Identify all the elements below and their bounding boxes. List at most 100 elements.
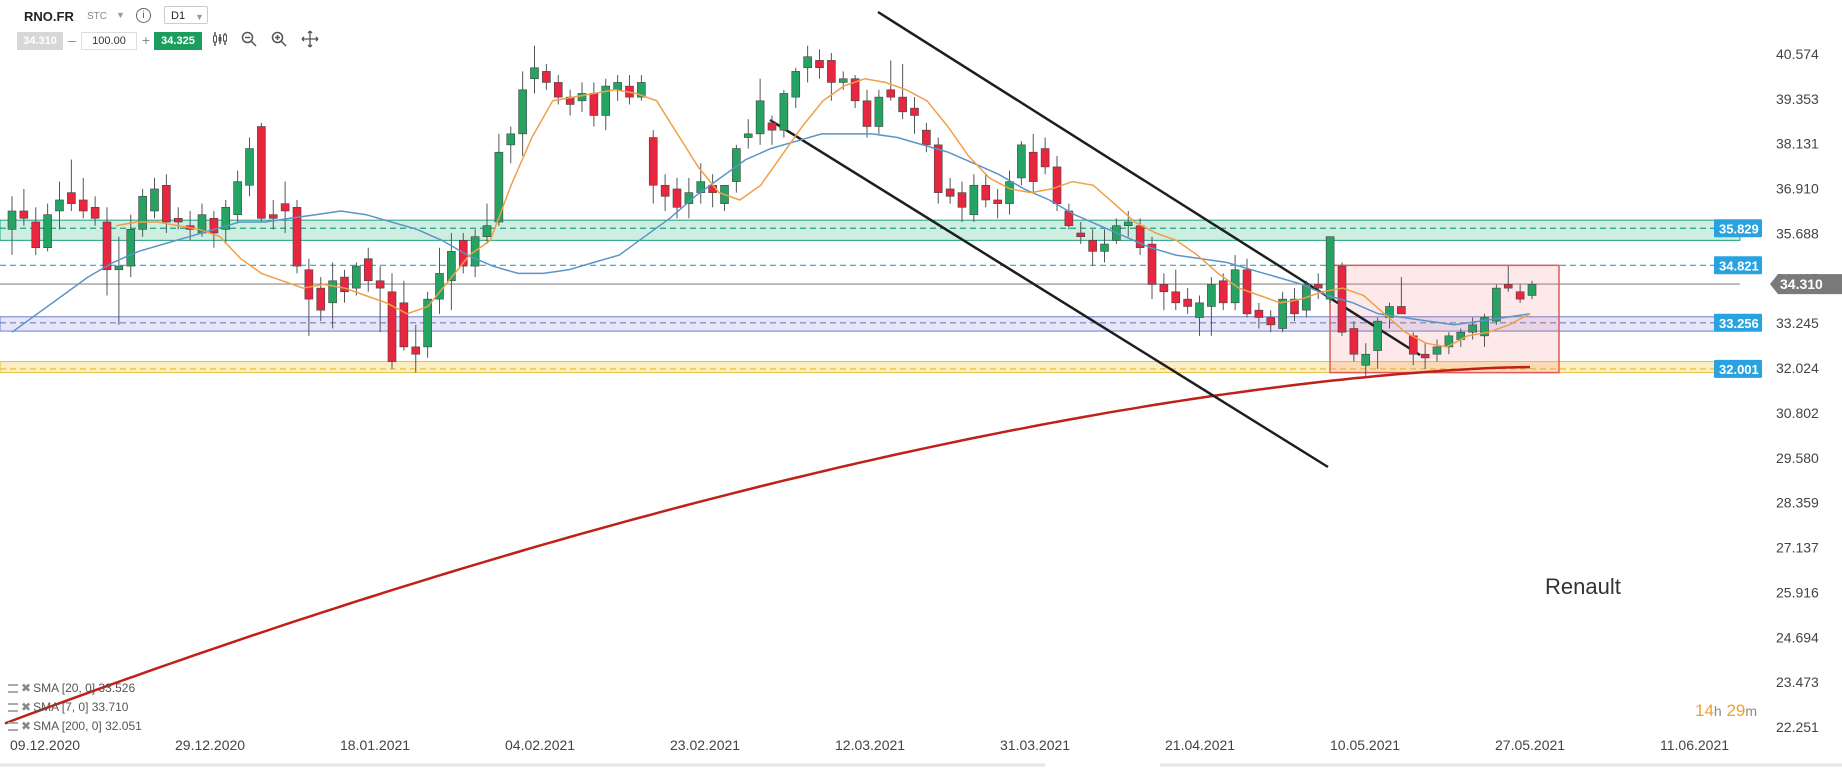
symbol-label[interactable]: RNO.FR bbox=[24, 9, 74, 24]
candle-body bbox=[648, 137, 658, 186]
candle-body bbox=[1218, 280, 1228, 304]
instrument-type: STC bbox=[87, 11, 107, 22]
info-icon[interactable]: i bbox=[136, 8, 151, 23]
close-icon[interactable]: ✖ bbox=[21, 681, 32, 695]
candle-body bbox=[779, 93, 789, 131]
candle-body bbox=[1527, 284, 1537, 296]
increase-quantity-button[interactable]: + bbox=[141, 32, 151, 48]
candle-body bbox=[1325, 236, 1335, 300]
candle-body bbox=[1171, 291, 1181, 304]
y-tick-label: 40.574 bbox=[1776, 46, 1819, 62]
candle-body bbox=[506, 133, 516, 146]
level-34821-badge bbox=[1714, 256, 1762, 275]
candle-body bbox=[589, 93, 599, 116]
candle-body bbox=[447, 251, 456, 282]
close-icon[interactable]: ✖ bbox=[21, 700, 32, 714]
bid-price[interactable]: 34.310 bbox=[17, 32, 63, 50]
candle-body bbox=[1266, 317, 1276, 326]
resistance-zone-band bbox=[0, 219, 1741, 241]
y-tick-label: 32.024 bbox=[1776, 360, 1819, 376]
candle-body bbox=[755, 100, 765, 135]
candle-body bbox=[910, 107, 919, 116]
candle-body bbox=[387, 291, 397, 362]
current-price-label: 34.310 bbox=[1780, 276, 1823, 292]
candle-type-icon[interactable] bbox=[210, 30, 230, 50]
x-tick-label: 10.05.2021 bbox=[1330, 737, 1400, 753]
legend-sma-200[interactable]: ✖ SMA [200, 0] 32.051 bbox=[8, 719, 142, 733]
ask-price[interactable]: 34.325 bbox=[154, 32, 202, 50]
support-zone-low-badge bbox=[1714, 359, 1762, 378]
visibility-icon[interactable] bbox=[8, 703, 18, 713]
legend-sma-7-label: SMA [7, 0] 33.710 bbox=[33, 700, 129, 714]
candle-body bbox=[945, 188, 955, 197]
candle-body bbox=[31, 221, 41, 249]
candle-body bbox=[1420, 353, 1430, 359]
visibility-icon[interactable] bbox=[8, 722, 18, 732]
y-tick-label: 28.359 bbox=[1776, 495, 1819, 511]
zoom-in-icon[interactable] bbox=[269, 30, 289, 50]
candle-body bbox=[1100, 243, 1109, 252]
timeframe-select[interactable]: D1 ▼ bbox=[164, 6, 208, 24]
y-tick-label: 38.131 bbox=[1776, 136, 1819, 152]
candle-countdown: 14h 29m bbox=[1695, 701, 1757, 721]
x-tick-label: 18.01.2021 bbox=[340, 737, 410, 753]
candle-body bbox=[518, 89, 527, 135]
x-tick-label: 09.12.2020 bbox=[10, 737, 80, 753]
candle-body bbox=[791, 71, 801, 98]
visibility-icon[interactable] bbox=[8, 684, 18, 694]
quantity-input[interactable]: 100.00 bbox=[81, 32, 137, 50]
support-zone-mid-badge-label: 33.256 bbox=[1719, 316, 1759, 331]
candle-body bbox=[886, 89, 896, 98]
candle-body bbox=[102, 221, 112, 271]
candle-body bbox=[767, 122, 777, 131]
candle-body bbox=[838, 78, 848, 83]
candle-body bbox=[1147, 243, 1157, 285]
legend-sma-200-label: SMA [200, 0] 32.051 bbox=[33, 719, 142, 733]
candle-body bbox=[90, 207, 100, 219]
candle-body bbox=[1005, 181, 1014, 204]
candle-body bbox=[922, 129, 931, 146]
candle-body bbox=[1313, 284, 1323, 289]
zoom-out-icon[interactable] bbox=[239, 30, 259, 50]
candle-body bbox=[1515, 291, 1525, 300]
candle-body bbox=[993, 199, 1002, 204]
chart-toolbar: RNO.FR STC ▼ i D1 ▼ 34.310 – 100.00 + 34… bbox=[0, 0, 360, 60]
candle-body bbox=[268, 214, 278, 219]
chevron-down-icon[interactable]: ▼ bbox=[116, 10, 125, 20]
candle-body bbox=[233, 181, 242, 215]
candle-body bbox=[1195, 302, 1204, 318]
y-tick-label: 36.910 bbox=[1776, 181, 1819, 197]
candle-body bbox=[67, 192, 76, 204]
y-tick-label: 24.694 bbox=[1776, 629, 1819, 645]
candle-body bbox=[803, 56, 812, 69]
y-tick-label: 33.245 bbox=[1776, 315, 1819, 331]
chevron-down-icon: ▼ bbox=[195, 12, 204, 22]
candle-body bbox=[494, 151, 504, 223]
candle-body bbox=[601, 85, 611, 116]
candle-body bbox=[1503, 284, 1513, 289]
candle-body bbox=[1040, 148, 1050, 168]
instrument-watermark: Renault bbox=[1545, 574, 1621, 599]
crosshair-icon[interactable] bbox=[300, 30, 320, 50]
legend-sma-7[interactable]: ✖ SMA [7, 0] 33.710 bbox=[8, 700, 128, 714]
sma-200-line bbox=[4, 365, 1531, 725]
close-icon[interactable]: ✖ bbox=[21, 719, 32, 733]
y-tick-label: 35.688 bbox=[1776, 225, 1819, 241]
candle-body bbox=[969, 184, 979, 215]
candle-body bbox=[577, 93, 587, 102]
legend-sma-20[interactable]: ✖ SMA [20, 0] 33.526 bbox=[8, 681, 135, 695]
candle-body bbox=[304, 269, 314, 300]
candle-body bbox=[280, 203, 290, 212]
decrease-quantity-button[interactable]: – bbox=[68, 32, 76, 48]
candle-body bbox=[138, 195, 147, 230]
x-tick-label: 21.04.2021 bbox=[1165, 737, 1235, 753]
candle-body bbox=[1123, 221, 1133, 226]
candle-body bbox=[316, 287, 326, 311]
candle-body bbox=[1207, 284, 1216, 307]
candle-body bbox=[411, 346, 421, 355]
level-34821-badge-label: 34.821 bbox=[1719, 258, 1759, 273]
resistance-zone-badge bbox=[1714, 219, 1762, 238]
candle-body bbox=[55, 199, 64, 212]
support-zone-low-badge-label: 32.001 bbox=[1719, 362, 1759, 377]
